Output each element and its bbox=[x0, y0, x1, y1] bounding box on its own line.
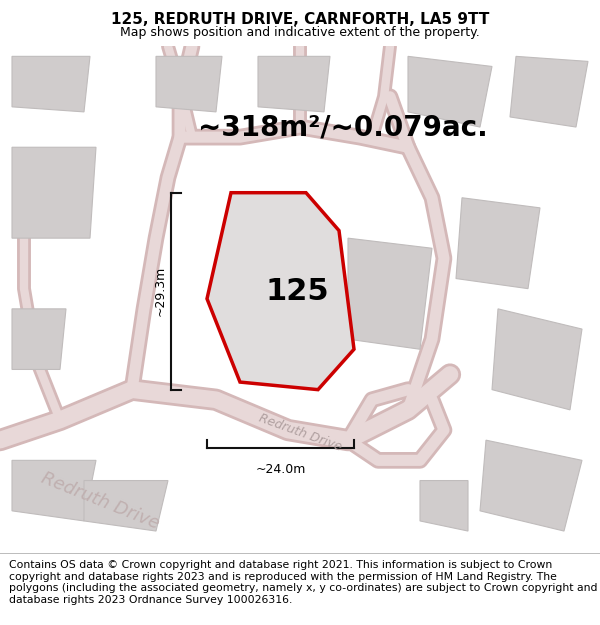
Polygon shape bbox=[492, 309, 582, 410]
Text: Contains OS data © Crown copyright and database right 2021. This information is : Contains OS data © Crown copyright and d… bbox=[9, 560, 598, 605]
Polygon shape bbox=[348, 238, 432, 349]
Polygon shape bbox=[480, 440, 582, 531]
Text: 125, REDRUTH DRIVE, CARNFORTH, LA5 9TT: 125, REDRUTH DRIVE, CARNFORTH, LA5 9TT bbox=[111, 11, 489, 26]
Polygon shape bbox=[156, 56, 222, 112]
Text: ~29.3m: ~29.3m bbox=[153, 266, 166, 316]
Text: Redruth Drive: Redruth Drive bbox=[257, 411, 343, 454]
Text: ~24.0m: ~24.0m bbox=[256, 463, 305, 476]
Polygon shape bbox=[12, 148, 96, 238]
Polygon shape bbox=[258, 56, 330, 112]
Polygon shape bbox=[456, 198, 540, 289]
Polygon shape bbox=[207, 192, 354, 389]
Text: Redruth Drive: Redruth Drive bbox=[39, 469, 163, 532]
Polygon shape bbox=[84, 481, 168, 531]
Text: Map shows position and indicative extent of the property.: Map shows position and indicative extent… bbox=[120, 26, 480, 39]
Polygon shape bbox=[12, 56, 90, 112]
Polygon shape bbox=[408, 56, 492, 127]
Polygon shape bbox=[510, 56, 588, 127]
Text: ~318m²/~0.079ac.: ~318m²/~0.079ac. bbox=[198, 113, 488, 141]
Polygon shape bbox=[420, 481, 468, 531]
Text: 125: 125 bbox=[265, 277, 329, 306]
Polygon shape bbox=[12, 461, 96, 521]
Polygon shape bbox=[12, 309, 66, 369]
